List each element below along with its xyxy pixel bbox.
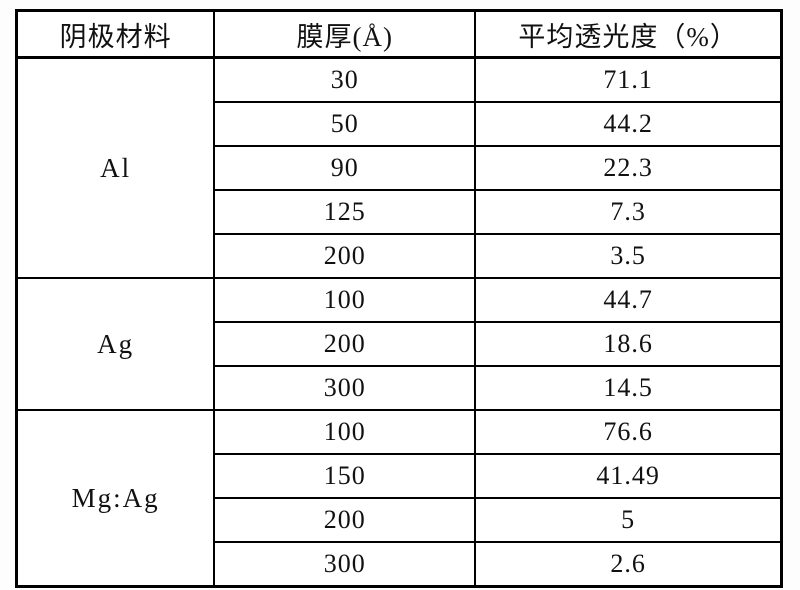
table-row: 50 44.2 (17, 101, 783, 147)
thickness-cell: 50 (213, 101, 477, 147)
col-header-film-thickness: 膜厚(Å) (213, 9, 477, 59)
transmittance-cell: 18.6 (474, 321, 783, 367)
transmittance-cell: 41.49 (474, 453, 783, 499)
header-row: 阴极材料 膜厚(Å) 平均透光度（%） (15, 9, 783, 59)
table-row: 90 22.3 (17, 145, 783, 191)
thickness-cell: 200 (213, 233, 477, 279)
table-row: 300 2.6 (17, 541, 783, 588)
thickness-cell: 30 (213, 56, 477, 103)
thickness-cell: 200 (213, 321, 477, 367)
thickness-cell: 300 (213, 365, 477, 411)
table-row: Ag 100 44.7 (15, 277, 783, 411)
transmittance-cell: 3.5 (474, 233, 783, 279)
transmittance-cell: 44.7 (474, 277, 783, 323)
transmittance-cell: 44.2 (474, 101, 783, 147)
table-row: 300 14.5 (17, 365, 783, 411)
table-row: 125 7.3 (17, 189, 783, 235)
transmittance-cell: 76.6 (474, 409, 783, 455)
material-cell-mgag: Mg:Ag (15, 409, 216, 588)
thickness-cell: 100 (213, 409, 477, 455)
thickness-cell: 100 (213, 277, 477, 323)
thickness-cell: 90 (213, 145, 477, 191)
material-cell-al: Al (15, 56, 216, 279)
col-header-avg-transmittance: 平均透光度（%） (474, 9, 783, 59)
transmittance-cell: 5 (474, 497, 783, 543)
transmittance-table: 阴极材料 膜厚(Å) 平均透光度（%） Al 30 71.1 50 44.2 9… (15, 9, 783, 588)
table-row: 200 5 (17, 497, 783, 543)
table-row: Al 30 71.1 (15, 56, 783, 279)
thickness-cell: 150 (213, 453, 477, 499)
transmittance-cell: 7.3 (474, 189, 783, 235)
transmittance-cell: 2.6 (474, 541, 783, 588)
table-row: 200 3.5 (17, 233, 783, 279)
thickness-cell: 300 (213, 541, 477, 588)
table-row: 200 18.6 (17, 321, 783, 367)
thickness-cell: 125 (213, 189, 477, 235)
table-row: 150 41.49 (17, 453, 783, 499)
transmittance-cell: 22.3 (474, 145, 783, 191)
material-cell-ag: Ag (15, 277, 216, 411)
thickness-cell: 200 (213, 497, 477, 543)
transmittance-cell: 14.5 (474, 365, 783, 411)
table-row: Mg:Ag 100 76.6 (15, 409, 783, 588)
transmittance-cell: 71.1 (474, 56, 783, 103)
col-header-cathode-material: 阴极材料 (15, 9, 216, 59)
